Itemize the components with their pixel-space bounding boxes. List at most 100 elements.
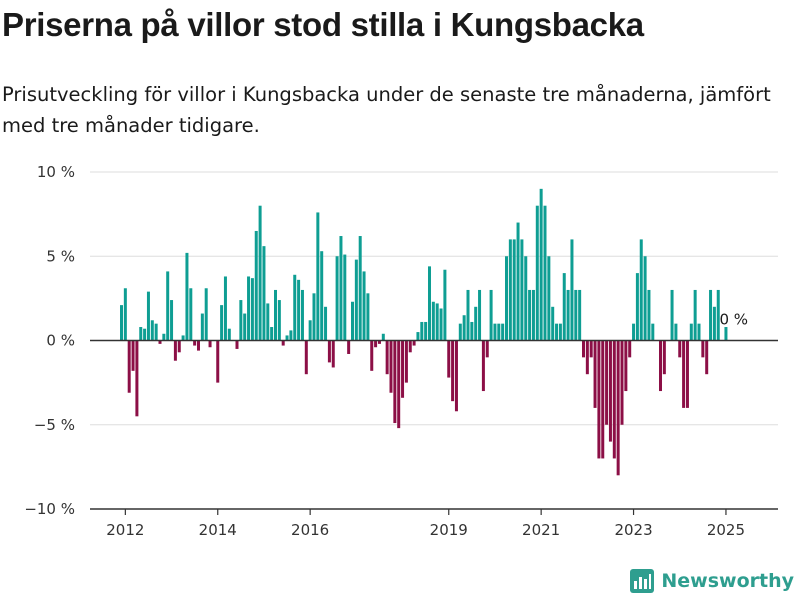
- bar: [685, 340, 689, 408]
- bar: [605, 340, 609, 425]
- chart-title: Priserna på villor stod stilla i Kungsba…: [2, 6, 644, 43]
- bar: [412, 340, 416, 346]
- bar: [197, 340, 200, 351]
- x-tick-label: 2016: [291, 521, 329, 539]
- bar: [558, 323, 562, 341]
- bar: [574, 289, 578, 341]
- bar: [520, 239, 524, 341]
- bar: [693, 289, 697, 341]
- bar: [724, 327, 728, 341]
- bar: [466, 289, 470, 341]
- y-tick-label: −10 %: [24, 500, 75, 518]
- bar: [597, 340, 601, 459]
- bar: [478, 289, 482, 341]
- bar: [200, 313, 204, 341]
- bar: [351, 301, 354, 341]
- bar: [528, 289, 532, 341]
- bar: [659, 340, 662, 392]
- bar: [458, 323, 462, 341]
- bar: [543, 205, 547, 341]
- bar: [331, 340, 335, 368]
- bar: [250, 278, 254, 341]
- bar: [339, 236, 343, 341]
- bar: [120, 305, 123, 341]
- bar: [712, 306, 716, 341]
- data-labels: 0 %: [719, 311, 748, 329]
- bar: [158, 340, 162, 344]
- bar: [177, 340, 181, 353]
- bar: [662, 340, 666, 375]
- bar: [377, 340, 381, 344]
- bar: [501, 323, 505, 341]
- bar: [416, 332, 420, 341]
- bar: [143, 328, 147, 341]
- last-value-label: 0 %: [719, 311, 748, 329]
- bar: [131, 340, 135, 371]
- x-axis-tick-labels: 2012 2014 2016 2019 2021 2023 2025: [106, 509, 745, 539]
- bar: [320, 251, 324, 341]
- bar: [258, 205, 262, 341]
- bar: [135, 340, 139, 417]
- bar: [682, 340, 686, 408]
- bar: [428, 266, 431, 341]
- bar: [535, 205, 539, 341]
- bar: [505, 256, 508, 341]
- bar: [324, 306, 328, 341]
- bar: [358, 236, 362, 341]
- bar: [335, 256, 339, 341]
- bar: [308, 320, 312, 341]
- axes: [90, 339, 778, 510]
- bar: [127, 340, 131, 393]
- newsworthy-logo: Newsworthy: [629, 568, 794, 594]
- bar: [189, 288, 193, 341]
- bar: [170, 300, 174, 341]
- x-tick-label: 2023: [614, 521, 652, 539]
- bar: [616, 340, 620, 476]
- bar: [193, 340, 197, 346]
- bar: [570, 239, 574, 341]
- bar-chart: 10 % 5 % 0 % −5 % −10 % 2012 2014 2016 2019 2021…: [24, 163, 778, 539]
- bar: [566, 289, 570, 341]
- bar: [547, 256, 551, 341]
- y-tick-label: −5 %: [34, 416, 75, 434]
- bar: [551, 306, 555, 341]
- bar: [470, 321, 474, 341]
- bar: [297, 279, 301, 341]
- chart-subtitle: Prisutveckling för villor i Kungsbacka u…: [2, 83, 771, 137]
- bar: [697, 323, 701, 341]
- y-tick-label: 10 %: [37, 163, 75, 181]
- bar: [678, 340, 682, 358]
- bar: [643, 256, 647, 341]
- x-tick-label: 2019: [430, 521, 468, 539]
- bar: [220, 305, 224, 341]
- bar: [370, 340, 374, 371]
- bar: [227, 328, 231, 341]
- bar: [327, 340, 331, 363]
- bar: [582, 340, 585, 358]
- grid-lines: [90, 171, 778, 426]
- bar: [435, 303, 439, 341]
- bar: [612, 340, 616, 459]
- bar: [274, 289, 277, 341]
- bar: [393, 340, 397, 424]
- bar: [408, 340, 412, 353]
- bar: [593, 340, 597, 408]
- bar: [173, 340, 177, 361]
- bar: [235, 340, 239, 349]
- bar: [139, 327, 143, 341]
- bar: [589, 340, 593, 358]
- bar: [389, 340, 393, 393]
- x-tick-label: 2021: [522, 521, 560, 539]
- bar: [516, 222, 520, 341]
- bar: [162, 333, 166, 341]
- bar: [300, 289, 304, 341]
- bar: [404, 340, 408, 383]
- bar: [208, 340, 212, 348]
- bar: [624, 340, 628, 392]
- bar: [204, 288, 208, 341]
- bar: [635, 273, 639, 341]
- bar: [181, 335, 185, 341]
- bar: [689, 323, 693, 341]
- x-tick-label: 2014: [199, 521, 237, 539]
- bar: [639, 239, 643, 341]
